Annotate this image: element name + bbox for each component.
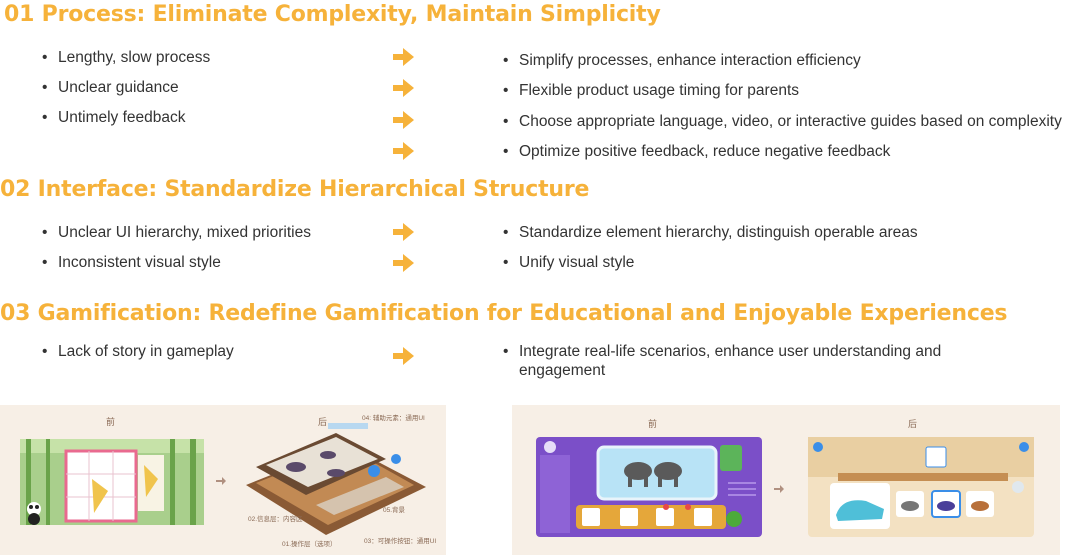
arrow-right-icon: [393, 48, 414, 66]
puzzle-screen-image: [20, 439, 204, 525]
before-after-figure-right: 前 后: [512, 405, 1060, 555]
section-2-title: 02 Interface: Standardize Hierarchical S…: [0, 177, 590, 202]
annotation: 04: 辅助元素：通用UI: [362, 415, 425, 422]
problem-item: • Unclear UI hierarchy, mixed priorities: [42, 224, 311, 241]
arrow-right-icon: [393, 142, 414, 160]
elephant-game-screen-image: [536, 437, 762, 537]
solution-item: • Standardize element hierarchy, distingu…: [503, 224, 918, 241]
problem-item: • Unclear guidance: [42, 79, 179, 96]
problem-item: • Untimely feedback: [42, 109, 186, 126]
after-label: 后: [318, 417, 328, 427]
solution-item: • Simplify processes, enhance interaction…: [503, 52, 861, 69]
section-1-title: 01 Process: Eliminate Complexity, Mainta…: [4, 2, 661, 27]
solution-item: • Choose appropriate language, video, or …: [503, 113, 1062, 130]
problem-item: • Lack of story in gameplay: [42, 343, 234, 360]
arrow-right-icon: [774, 485, 784, 493]
annotation: 01.操作层（选项）: [282, 541, 337, 548]
annotation: 05.背景: [383, 507, 406, 514]
before-label: 前: [648, 419, 658, 429]
before-after-figure-left: 前 后 04: 辅助元素：通用UI 02.信息层: [0, 405, 446, 555]
solution-item: • Flexible product usage timing for paren…: [503, 82, 800, 99]
solution-item: • Integrate real-life scenarios, enhance …: [503, 343, 942, 379]
problem-item: • Lengthy, slow process: [42, 49, 211, 66]
layered-ui-diagram: [246, 423, 426, 535]
after-label: 后: [908, 419, 918, 429]
arrow-right-icon: [393, 79, 414, 97]
shoe-game-screen-image: [808, 437, 1034, 537]
problem-item: • Inconsistent visual style: [42, 254, 221, 271]
annotation: 02.信息层：内容区: [248, 516, 303, 523]
section-3-title: 03 Gamification: Redefine Gamification f…: [0, 301, 1008, 326]
solution-item: • Optimize positive feedback, reduce nega…: [503, 143, 891, 160]
solution-item: • Unify visual style: [503, 254, 635, 271]
arrow-right-icon: [393, 111, 414, 129]
before-label: 前: [106, 417, 116, 427]
arrow-right-icon: [216, 477, 226, 485]
arrow-right-icon: [393, 347, 414, 365]
arrow-right-icon: [393, 223, 414, 241]
annotation: 03：可操作按钮：通用UI: [364, 538, 437, 545]
arrow-right-icon: [393, 254, 414, 272]
